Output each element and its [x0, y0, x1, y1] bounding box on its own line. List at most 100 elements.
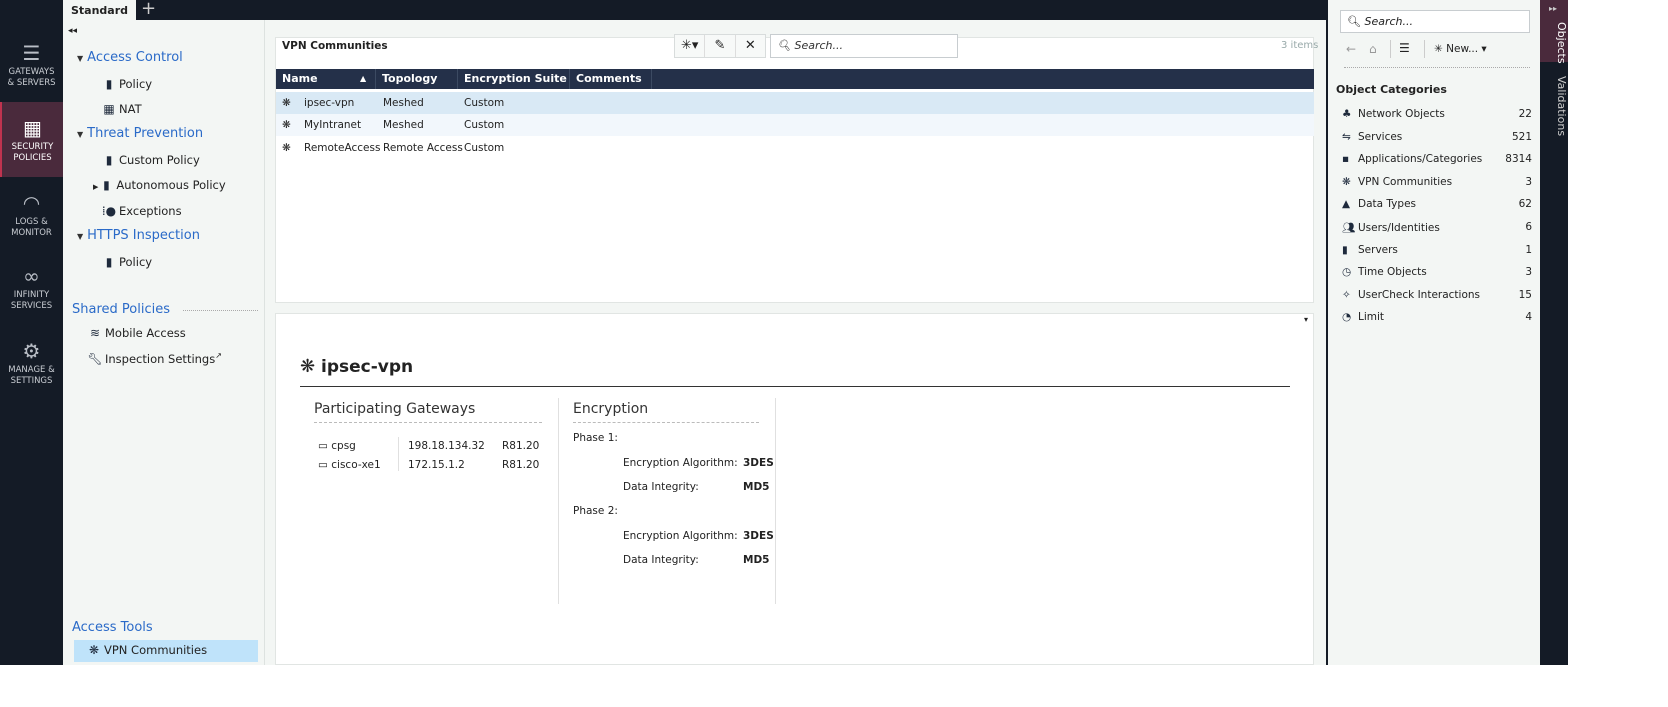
category-item[interactable]: ◷ Time Objects 3 [1342, 266, 1532, 278]
phase1-integrity: MD5 [743, 481, 770, 493]
divider [775, 398, 776, 604]
vpn-community-icon: ❋ [282, 142, 291, 154]
network-objects-icon: ♣ [1342, 108, 1352, 120]
nav-manage-settings[interactable]: ⚙ MANAGE & SETTINGS [0, 325, 63, 400]
gear-icon: ⚙ [22, 339, 41, 363]
integrity-label: Data Integrity: [623, 554, 699, 566]
tab-bar [63, 0, 1326, 20]
category-count: 8314 [1505, 153, 1532, 166]
divider [558, 398, 559, 604]
nav-logs-monitor[interactable]: ◠ LOGS & MONITOR [0, 177, 63, 252]
search-input[interactable]: 🔍︎ Search... [770, 34, 958, 58]
enc-alg-label: Encryption Algorithm: [623, 457, 738, 469]
add-tab-button[interactable]: + [141, 0, 157, 19]
divider [314, 422, 542, 423]
new-object-button[interactable]: ✳ New... ▾ [1434, 43, 1487, 55]
gateway-ip: 172.15.1.2 [408, 459, 465, 471]
category-item[interactable]: ▪ Applications/Categories 8314 [1342, 153, 1532, 165]
search-icon: 🔍︎ [1347, 15, 1361, 28]
new-button[interactable]: ✳▾ [675, 35, 706, 57]
tree-ac-policy[interactable]: ▮ Policy [101, 77, 152, 91]
infinity-icon: ∞ [23, 264, 40, 288]
table-row[interactable]: ❋ ipsec-vpn Meshed Custom [276, 92, 1314, 114]
category-label: VPN Communities [1358, 175, 1453, 188]
tree-autonomous-policy[interactable]: ▶ ▮ Autonomous Policy [93, 178, 226, 192]
tree-access-control[interactable]: ▼ Access Control [77, 50, 183, 65]
column-topology[interactable]: Topology [376, 69, 458, 89]
tree-threat-prevention[interactable]: ▼ Threat Prevention [77, 126, 204, 141]
tab-objects[interactable]: Objects [1540, 0, 1568, 64]
tree-inspection-settings[interactable]: 🔧︎ Inspection Settings↗ [87, 351, 222, 366]
divider [1344, 67, 1530, 68]
delete-button[interactable]: ✕ [744, 38, 756, 53]
edit-button[interactable]: ✎ [705, 35, 736, 57]
back-button[interactable]: ← [1346, 42, 1357, 56]
category-item[interactable]: ◔ Limit 4 [1342, 311, 1532, 323]
tree-custom-policy[interactable]: ▮ Custom Policy [101, 153, 200, 167]
details-panel [275, 313, 1314, 665]
tree-vpn-communities[interactable]: ❋ VPN Communities [74, 640, 258, 662]
category-item[interactable]: ▲ Data Types 62 [1342, 198, 1532, 210]
policy-icon: ▮ [105, 153, 113, 167]
collapse-details-icon[interactable]: ▾ [1304, 315, 1309, 324]
tree-https-policy[interactable]: ▮ Policy [101, 255, 152, 269]
table-row[interactable]: ❋ MyIntranet Meshed Custom [276, 114, 1314, 136]
phase2-integrity: MD5 [743, 554, 770, 566]
table-row[interactable]: ❋ RemoteAccess Remote Access Custom [276, 137, 1314, 159]
access-tools-heading: Access Tools [72, 620, 153, 635]
category-count: 62 [1518, 198, 1532, 211]
gateway-row[interactable]: ▭ cpsg [318, 440, 356, 452]
tree-https-inspection[interactable]: ▼ HTTPS Inspection [77, 228, 200, 243]
tree-nat[interactable]: ▦ NAT [101, 102, 141, 116]
category-label: Services [1358, 130, 1403, 143]
category-item[interactable]: ✧ UserCheck Interactions 15 [1342, 289, 1532, 301]
data-types-icon: ▲ [1342, 198, 1351, 211]
wrench-icon: 🔧︎ [87, 351, 103, 366]
tree-mobile-access[interactable]: ≋ Mobile Access [87, 326, 186, 340]
column-name[interactable]: Name ▲ [276, 69, 376, 89]
gauge-icon: ◠ [22, 191, 41, 215]
category-label: Network Objects [1358, 108, 1445, 120]
objects-search-input[interactable]: 🔍︎ Search... [1340, 10, 1530, 33]
divider [300, 386, 1290, 387]
divider [573, 422, 759, 423]
enc-alg-label: Encryption Algorithm: [623, 530, 738, 542]
nav-infinity-services[interactable]: ∞ INFINITY SERVICES [0, 250, 63, 325]
tab-standard[interactable]: Standard [63, 0, 136, 21]
gateway-icon: ▭ [318, 459, 328, 471]
column-comments[interactable]: Comments [570, 69, 652, 89]
tab-validations[interactable]: Validations [1555, 76, 1568, 137]
collapse-icon[interactable]: ◂◂ [68, 26, 78, 36]
home-button[interactable]: ⌂ [1369, 42, 1377, 56]
gateway-row[interactable]: ▭ cisco-xe1 [318, 459, 381, 471]
tree-exceptions[interactable]: ⁞● Exceptions [101, 204, 182, 218]
category-count: 3 [1525, 266, 1532, 279]
category-label: Users/Identities [1358, 222, 1440, 234]
policy-icon: ▮ [105, 77, 113, 91]
vpn-community-icon: ❋ [88, 643, 100, 657]
divider [1326, 0, 1328, 665]
encryption-heading: Encryption [573, 401, 649, 417]
divider [183, 310, 258, 311]
nav-gateways-servers[interactable]: ☰ GATEWAYS & SERVERS [0, 27, 63, 102]
category-item[interactable]: ❋ VPN Communities 3 [1342, 176, 1532, 188]
divider [1390, 40, 1391, 58]
category-item[interactable]: ▮ Servers 1 [1342, 244, 1532, 256]
category-item[interactable]: ⇋ Services 521 [1342, 131, 1532, 143]
gateway-version: R81.20 [502, 440, 540, 452]
category-count: 6 [1525, 221, 1532, 233]
category-item[interactable]: ♣ Network Objects 22 [1342, 108, 1532, 120]
category-label: Time Objects [1358, 266, 1427, 279]
page-title: VPN Communities [282, 40, 388, 52]
collapse-icon[interactable]: ▸▸ [1549, 4, 1558, 13]
category-label: Applications/Categories [1358, 153, 1483, 166]
column-encryption-suite[interactable]: Encryption Suite [458, 69, 570, 89]
policy-icon: ▮ [105, 255, 113, 269]
list-view-button[interactable]: ☰ [1399, 41, 1410, 55]
nav-security-policies[interactable]: ▦ SECURITY POLICIES [0, 102, 63, 177]
phase1-label: Phase 1: [573, 432, 618, 444]
category-item[interactable]: 👥︎ Users/Identities 6 [1342, 221, 1532, 234]
policies-icon: ▦ [23, 116, 42, 140]
gateways-heading: Participating Gateways [314, 401, 476, 417]
gateway-ip: 198.18.134.32 [408, 440, 485, 452]
